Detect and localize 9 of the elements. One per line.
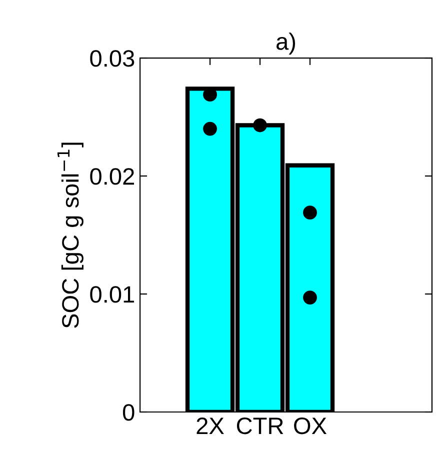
y-tick-label: 0.02	[90, 168, 134, 185]
y-axis-title: SOC [gC g soil$^{−1}$]	[57, 142, 84, 328]
y-tick-label: 0.03	[90, 50, 134, 67]
chart-title: a)	[276, 32, 296, 55]
y-tick-label: 0	[122, 404, 134, 421]
x-tick-label: CTR	[236, 417, 284, 434]
x-tick-label: OX	[294, 417, 327, 434]
x-tick-label: 2X	[196, 417, 224, 434]
y-tick-label: 0.01	[90, 286, 134, 303]
